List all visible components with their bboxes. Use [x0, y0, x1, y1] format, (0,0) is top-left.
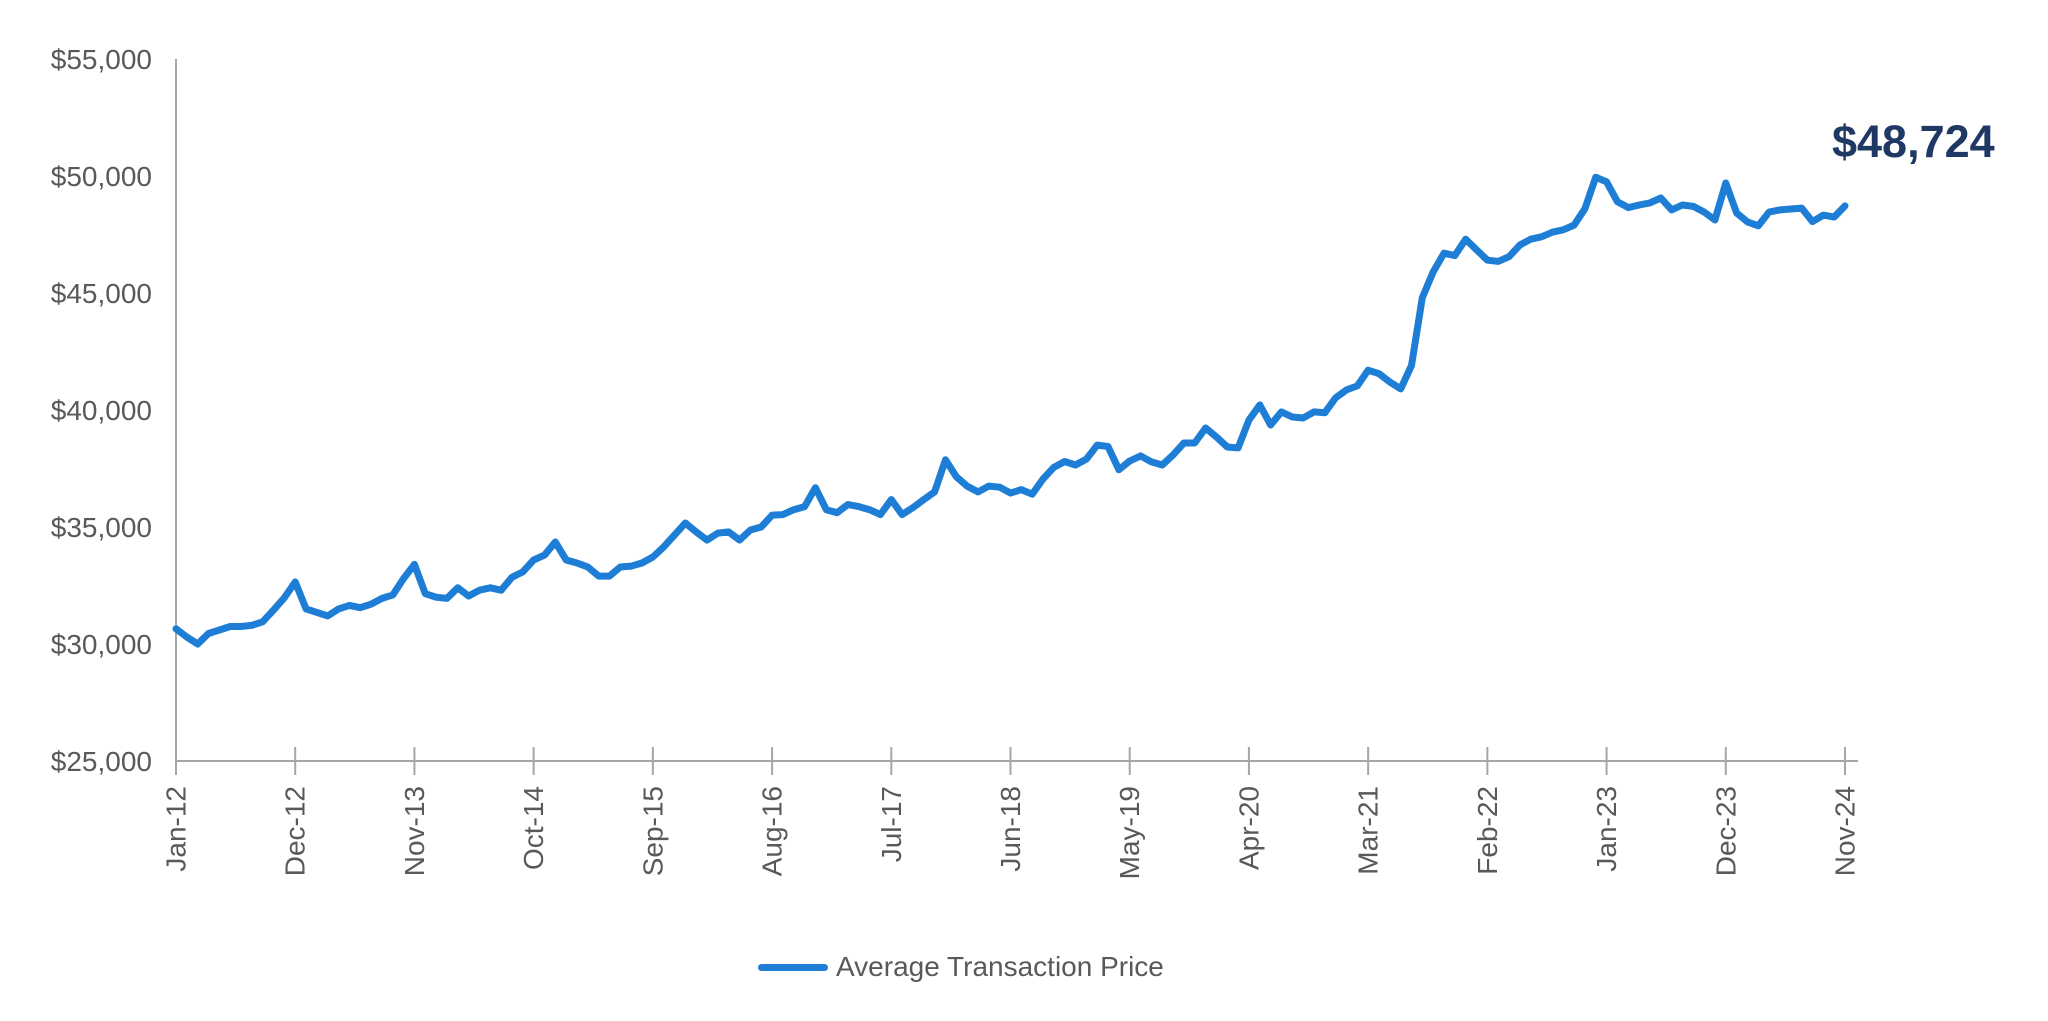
- x-tick-label: Jan-23: [1591, 786, 1622, 872]
- x-tick-label: Aug-16: [757, 786, 788, 876]
- x-tick-label: Mar-21: [1353, 786, 1384, 875]
- x-tick-label: Dec-12: [280, 786, 311, 876]
- x-tick-label: Dec-23: [1710, 786, 1741, 876]
- legend: Average Transaction Price: [758, 950, 1164, 984]
- x-tick-label: Jan-12: [161, 786, 192, 872]
- x-tick-label: Apr-20: [1233, 786, 1264, 870]
- x-tick-label: Nov-24: [1830, 786, 1861, 876]
- latest-value-label: $48,724: [1832, 116, 1995, 167]
- y-tick-label: $25,000: [51, 746, 152, 777]
- x-tick-label: Feb-22: [1472, 786, 1503, 875]
- legend-line-swatch: [758, 963, 828, 971]
- price-line-series: [172, 173, 1849, 648]
- y-tick-label: $30,000: [51, 629, 152, 660]
- legend-label: Average Transaction Price: [836, 951, 1164, 982]
- y-tick-label: $55,000: [51, 44, 152, 75]
- x-tick-label: Sep-15: [637, 786, 668, 876]
- x-tick-label: Oct-14: [518, 786, 549, 870]
- x-tick-label: Jul-17: [876, 786, 907, 862]
- x-tick-label: May-19: [1114, 786, 1145, 879]
- x-tick-label: Nov-13: [399, 786, 430, 876]
- y-tick-label: $40,000: [51, 395, 152, 426]
- y-tick-label: $50,000: [51, 161, 152, 192]
- x-tick-label: Jun-18: [995, 786, 1026, 872]
- y-tick-label: $35,000: [51, 512, 152, 543]
- y-tick-label: $45,000: [51, 278, 152, 309]
